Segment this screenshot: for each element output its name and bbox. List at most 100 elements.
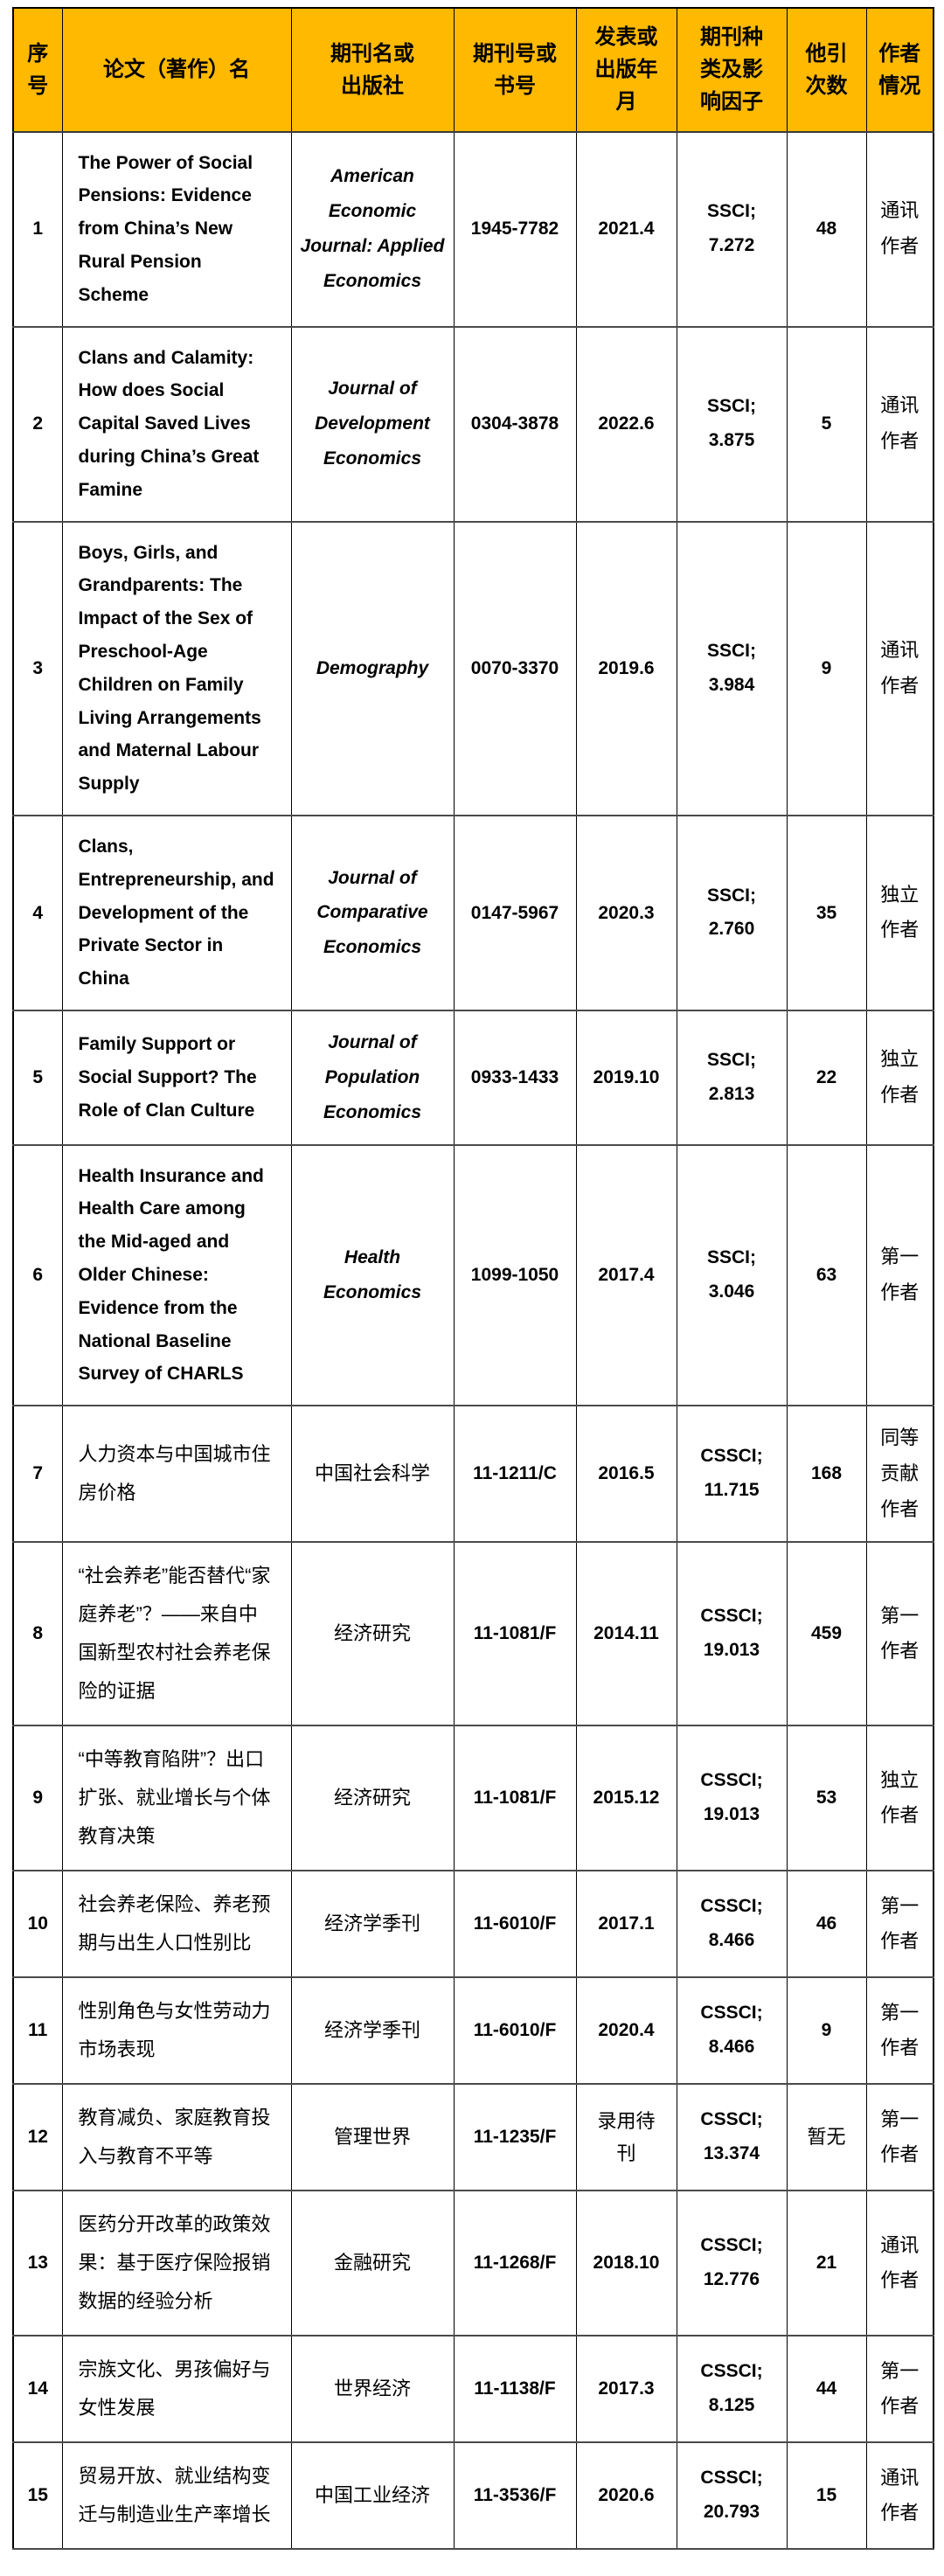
- cell-journal: 金融研究: [290, 2190, 455, 2337]
- table-row: 6 Health Insurance and Health Care among…: [12, 1143, 934, 1407]
- journal-name: 经济研究: [333, 1787, 411, 1809]
- row-number: 6: [32, 1265, 44, 1285]
- citation-count: 168: [810, 1463, 843, 1484]
- cell-issn: 1945-7782: [453, 130, 577, 328]
- issn-number: 11-6010/F: [473, 1913, 557, 1934]
- journal-name: 管理世界: [333, 2126, 411, 2149]
- cell-journal: 中国工业经济: [290, 2441, 455, 2551]
- cell-issn: 11-6010/F: [453, 1976, 577, 2086]
- header-label: 期刊名或出版社: [330, 41, 414, 98]
- journal-name: American Economic Journal: Applied Econo…: [300, 166, 445, 291]
- cell-number: 1: [12, 130, 63, 328]
- cell-journal: 经济研究: [290, 1725, 455, 1872]
- table-row: 7 人力资本与中国城市住房价格 中国社会科学 11-1211/C 2016.5 …: [12, 1405, 934, 1544]
- cell-type-impact: SSCI; 7.272: [676, 130, 788, 328]
- cell-citations: 21: [786, 2190, 867, 2337]
- paper-title: 医药分开改革的政策效果：基于医疗保险报销数据的经验分析: [78, 2213, 271, 2313]
- journal-name: Journal of Comparative Economics: [316, 867, 428, 958]
- publish-date: 2021.4: [598, 219, 655, 240]
- cell-journal: American Economic Journal: Applied Econo…: [290, 130, 455, 328]
- author-role: 第一作者: [880, 2359, 920, 2418]
- cell-author-role: 通讯作者: [865, 130, 934, 328]
- cell-citations: 15: [786, 2441, 867, 2551]
- publish-date: 录用待刊: [597, 2109, 656, 2165]
- table-body: 1 The Power of Social Pensions: Evidence…: [12, 130, 934, 2551]
- cell-number: 8: [12, 1541, 63, 1727]
- cell-date: 2018.10: [575, 2190, 677, 2337]
- header-cell-number: 序号: [12, 7, 63, 133]
- cell-date: 2020.4: [575, 1976, 677, 2086]
- table-row: 14 宗族文化、男孩偏好与女性发展 世界经济 11-1138/F 2017.3 …: [12, 2335, 934, 2444]
- table-row: 13 医药分开改革的政策效果：基于医疗保险报销数据的经验分析 金融研究 11-1…: [12, 2190, 934, 2337]
- cell-number: 5: [12, 1009, 63, 1146]
- row-number: 1: [32, 219, 44, 240]
- cell-title: Health Insurance and Health Care among t…: [61, 1143, 292, 1407]
- cell-type-impact: SSCI; 3.984: [676, 520, 788, 816]
- author-role: 第一作者: [880, 2001, 920, 2059]
- cell-type-impact: CSSCI; 19.013: [676, 1541, 788, 1727]
- journal-name: Health Economics: [323, 1246, 422, 1302]
- table-row: 10 社会养老保险、养老预期与出生人口性别比 经济学季刊 11-6010/F 2…: [12, 1870, 934, 1979]
- row-number: 9: [32, 1788, 44, 1809]
- table-row: 11 性别角色与女性劳动力市场表现 经济学季刊 11-6010/F 2020.4…: [12, 1976, 934, 2086]
- journal-name: 世界经济: [333, 2378, 411, 2400]
- table-row: 15 贸易开放、就业结构变迁与制造业生产率增长 中国工业经济 11-3536/F…: [12, 2441, 934, 2551]
- cell-journal: Journal of Comparative Economics: [290, 814, 455, 1011]
- cell-issn: 11-3536/F: [453, 2441, 577, 2551]
- author-role: 第一作者: [880, 1604, 920, 1663]
- cell-citations: 9: [786, 1976, 867, 2086]
- table-row: 2 Clans and Calamity: How does Social Ca…: [12, 325, 934, 523]
- cell-title: 社会养老保险、养老预期与出生人口性别比: [61, 1870, 292, 1979]
- cell-issn: 0933-1433: [453, 1009, 577, 1146]
- cell-number: 13: [12, 2190, 63, 2337]
- publish-date: 2015.12: [593, 1788, 660, 1809]
- journal-name: Journal of Population Economics: [323, 1031, 422, 1122]
- cell-author-role: 通讯作者: [865, 2441, 934, 2551]
- cell-type-impact: CSSCI; 19.013: [676, 1725, 788, 1872]
- cell-type-impact: SSCI; 2.760: [676, 814, 788, 1011]
- cell-citations: 35: [786, 814, 867, 1011]
- cell-title: 性别角色与女性劳动力市场表现: [61, 1976, 292, 2086]
- paper-title: The Power of Social Pensions: Evidence f…: [78, 152, 253, 305]
- issn-number: 11-1211/C: [473, 1463, 557, 1484]
- cell-citations: 46: [786, 1870, 867, 1979]
- cell-title: “中等教育陷阱”？出口扩张、就业增长与个体教育决策: [61, 1725, 292, 1872]
- cell-issn: 11-1268/F: [453, 2190, 577, 2337]
- author-role: 同等贡献作者: [880, 1427, 920, 1520]
- publish-date: 2017.3: [598, 2378, 655, 2399]
- row-number: 5: [32, 1066, 44, 1087]
- row-number: 14: [27, 2378, 48, 2399]
- paper-title: 社会养老保险、养老预期与出生人口性别比: [78, 1893, 271, 1955]
- header-label: 期刊号或书号: [473, 41, 557, 98]
- cell-author-role: 独立作者: [865, 1009, 934, 1146]
- cell-author-role: 第一作者: [865, 1143, 934, 1407]
- paper-title: Family Support or Social Support? The Ro…: [78, 1034, 257, 1121]
- paper-title: “社会养老”能否替代“家庭养老”？——来自中国新型农村社会养老保险的证据: [78, 1565, 271, 1703]
- cell-citations: 暂无: [786, 2083, 867, 2192]
- row-number: 2: [32, 413, 44, 434]
- cell-date: 2017.1: [575, 1870, 677, 1979]
- citation-count: 暂无: [807, 2126, 846, 2149]
- citation-count: 9: [821, 657, 832, 678]
- author-role: 通讯作者: [880, 2233, 920, 2292]
- journal-name: 中国工业经济: [314, 2484, 430, 2507]
- header-label: 期刊种类及影响因子: [700, 25, 763, 115]
- publish-date: 2018.10: [593, 2253, 660, 2274]
- publish-date: 2019.6: [598, 657, 655, 678]
- journal-type-impact: CSSCI; 20.793: [700, 2468, 763, 2523]
- cell-citations: 459: [786, 1541, 867, 1727]
- cell-title: 教育减负、家庭教育投入与教育不平等: [61, 2083, 292, 2192]
- cell-author-role: 第一作者: [865, 1976, 934, 2086]
- author-role: 独立作者: [880, 1048, 920, 1106]
- issn-number: 11-3536/F: [473, 2485, 557, 2506]
- cell-title: “社会养老”能否替代“家庭养老”？——来自中国新型农村社会养老保险的证据: [61, 1541, 292, 1727]
- cell-date: 2020.6: [575, 2441, 677, 2551]
- journal-type-impact: SSCI; 2.760: [706, 885, 756, 940]
- journal-type-impact: CSSCI; 19.013: [700, 1770, 763, 1825]
- author-role: 第一作者: [880, 1894, 920, 1953]
- cell-issn: 0147-5967: [453, 814, 577, 1011]
- header-label: 他引次数: [805, 41, 848, 98]
- header-label: 论文（著作）名: [103, 58, 250, 82]
- publish-date: 2020.6: [598, 2485, 655, 2506]
- table-row: 3 Boys, Girls, and Grandparents: The Imp…: [12, 520, 934, 816]
